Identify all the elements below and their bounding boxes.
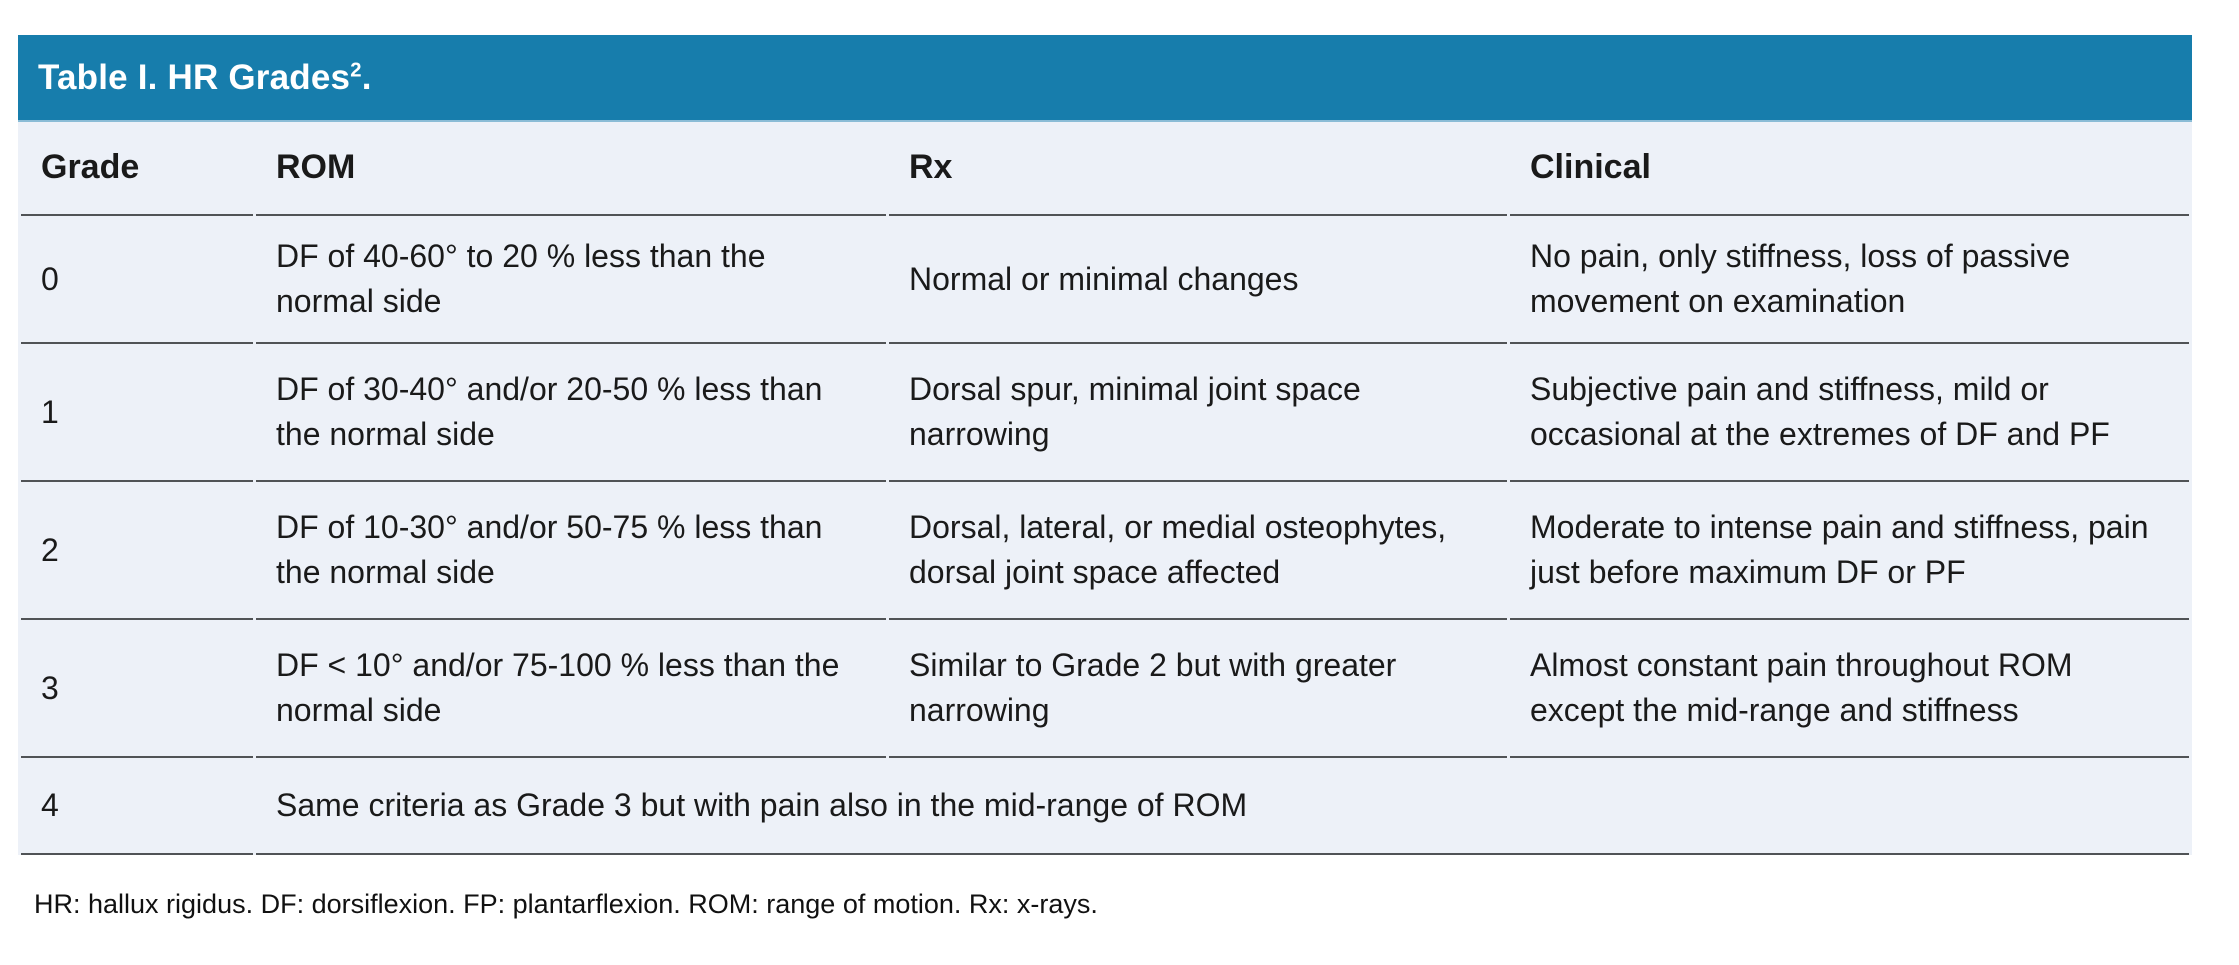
table-title: Table I. HR Grades2. — [38, 57, 372, 97]
cell-rom: DF < 10° and/or 75-100 % less than the n… — [256, 620, 886, 758]
column-header-rom: ROM — [256, 122, 886, 216]
table-header-row: Grade ROM Rx Clinical — [21, 122, 2189, 216]
hr-grades-table: Grade ROM Rx Clinical 0 DF of 40-60° to … — [18, 122, 2192, 855]
cell-rom: DF of 40-60° to 20 % less than the norma… — [256, 216, 886, 344]
cell-grade: 3 — [21, 620, 253, 758]
title-reference-superscript: 2 — [350, 58, 362, 81]
cell-spanning-criteria: Same criteria as Grade 3 but with pain a… — [256, 758, 2189, 855]
cell-grade: 1 — [21, 344, 253, 482]
table-row-grade-3: 3 DF < 10° and/or 75-100 % less than the… — [21, 620, 2189, 758]
column-header-clinical: Clinical — [1510, 122, 2189, 216]
column-header-rx: Rx — [889, 122, 1507, 216]
cell-grade: 2 — [21, 482, 253, 620]
cell-clinical: Moderate to intense pain and stiffness, … — [1510, 482, 2189, 620]
table-row-grade-0: 0 DF of 40-60° to 20 % less than the nor… — [21, 216, 2189, 344]
column-header-grade: Grade — [21, 122, 253, 216]
cell-rx: Similar to Grade 2 but with greater narr… — [889, 620, 1507, 758]
cell-clinical: Almost constant pain throughout ROM exce… — [1510, 620, 2189, 758]
table-footnote-abbreviations: HR: hallux rigidus. DF: dorsiflexion. FP… — [34, 889, 1098, 919]
table-title-bar: Table I. HR Grades2. — [18, 35, 2192, 122]
cell-rx: Dorsal spur, minimal joint space narrowi… — [889, 344, 1507, 482]
cell-rx: Dorsal, lateral, or medial osteophytes, … — [889, 482, 1507, 620]
table-row-grade-4: 4 Same criteria as Grade 3 but with pain… — [21, 758, 2189, 855]
cell-clinical: No pain, only stiffness, loss of passive… — [1510, 216, 2189, 344]
cell-rom: DF of 30-40° and/or 20-50 % less than th… — [256, 344, 886, 482]
hr-grades-table-figure: Table I. HR Grades2. Grade ROM Rx Clinic… — [18, 35, 2192, 920]
cell-grade: 4 — [21, 758, 253, 855]
cell-rx: Normal or minimal changes — [889, 216, 1507, 344]
table-row-grade-2: 2 DF of 10-30° and/or 50-75 % less than … — [21, 482, 2189, 620]
cell-grade: 0 — [21, 216, 253, 344]
cell-clinical: Subjective pain and stiffness, mild or o… — [1510, 344, 2189, 482]
cell-rom: DF of 10-30° and/or 50-75 % less than th… — [256, 482, 886, 620]
table-row-grade-1: 1 DF of 30-40° and/or 20-50 % less than … — [21, 344, 2189, 482]
